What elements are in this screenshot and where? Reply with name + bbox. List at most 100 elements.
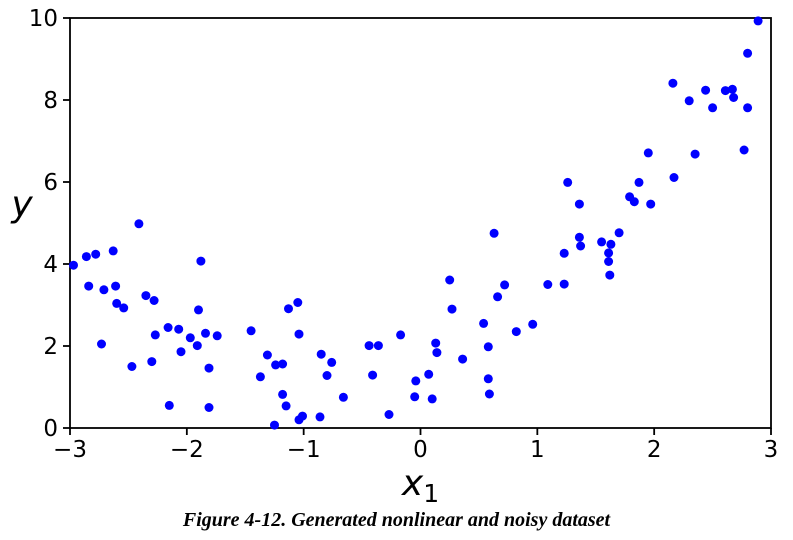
scatter-point (322, 371, 332, 380)
scatter-point (629, 197, 639, 207)
scatter-point (119, 303, 129, 313)
scatter-point (194, 305, 203, 315)
scatter-point (606, 239, 616, 249)
scatter-point (432, 348, 442, 358)
scatter-point (528, 319, 538, 329)
scatter-point (294, 329, 304, 339)
y-tick-label: 0 (43, 416, 58, 442)
scatter-point (69, 260, 78, 270)
scatter-point (563, 177, 573, 187)
scatter-point (204, 363, 214, 373)
scatter-point (574, 232, 584, 242)
scatter-point (315, 412, 325, 422)
scatter-point (559, 279, 569, 289)
scatter-points (69, 16, 763, 430)
scatter-point (111, 281, 121, 291)
scatter-point (411, 376, 421, 386)
scatter-point (669, 173, 679, 182)
scatter-point (643, 148, 653, 158)
x-tick-label: 2 (647, 437, 662, 463)
scatter-point (373, 341, 383, 351)
plot-spines (69, 17, 772, 429)
scatter-point (410, 392, 420, 402)
scatter-point (201, 328, 210, 338)
y-tick-label: 4 (43, 252, 58, 278)
x-tick-label: −2 (170, 437, 204, 463)
scatter-point (149, 296, 159, 305)
scatter-point (458, 354, 468, 364)
scatter-point (278, 389, 288, 399)
scatter-point (447, 304, 457, 314)
scatter-point (543, 280, 553, 289)
scatter-point (246, 326, 256, 336)
figure-caption: Figure 4-12. Generated nonlinear and noi… (182, 509, 611, 531)
x-axis-label: x1 (70, 463, 771, 506)
x-tick-label: −3 (53, 437, 87, 463)
scatter-point (396, 330, 406, 340)
scatter-point (668, 78, 678, 88)
y-axis-label: y (11, 184, 33, 225)
y-tick-label: 10 (29, 6, 58, 32)
scatter-point (97, 339, 106, 349)
scatter-point (338, 392, 348, 402)
scatter-point (99, 285, 109, 295)
scatter-point (384, 410, 394, 419)
scatter-point (192, 341, 202, 351)
scatter-point (743, 103, 753, 113)
y-tick-label: 2 (43, 334, 58, 360)
x-tick-label: −1 (287, 437, 321, 463)
scatter-point (127, 362, 137, 371)
x-axis-tick-labels: −3 −2 −1 0 1 2 3 (53, 437, 778, 463)
scatter-point (729, 93, 739, 102)
scatter-point (576, 241, 586, 251)
scatter-point (164, 400, 174, 410)
scatter-point (271, 360, 281, 370)
scatter-point (634, 177, 644, 187)
scatter-point (364, 341, 374, 351)
scatter-point (196, 256, 206, 266)
scatter-point (445, 275, 455, 285)
scatter-point (684, 96, 694, 106)
scatter-point (81, 252, 91, 262)
scatter-point (281, 401, 291, 411)
scatter-point (739, 145, 749, 155)
scatter-point (614, 228, 624, 238)
y-tick-label: 6 (43, 170, 58, 196)
y-tick-label: 8 (43, 88, 58, 114)
scatter-point (112, 298, 122, 308)
scatter-point (574, 199, 584, 209)
y-axis-ticks (63, 17, 70, 429)
x-tick-label: 0 (413, 437, 428, 463)
scatter-point (431, 338, 441, 348)
scatter-point (701, 85, 711, 95)
scatter-point (141, 291, 151, 301)
scatter-point (605, 270, 615, 280)
scatter-point (708, 103, 718, 113)
scatter-point (753, 16, 763, 26)
scatter-point (134, 219, 144, 229)
scatter-point (424, 369, 434, 379)
scatter-point (489, 228, 499, 238)
scatter-point (185, 333, 195, 343)
scatter-point (720, 86, 730, 96)
scatter-point (270, 420, 279, 430)
x-tick-label: 1 (530, 437, 545, 463)
scatter-point (212, 331, 222, 341)
scatter-point (174, 324, 184, 334)
x-axis-ticks (69, 428, 772, 435)
scatter-point (604, 257, 614, 266)
scatter-point (108, 246, 118, 256)
scatter-plot-canvas: −3 −2 −1 0 1 2 3 0 2 4 6 8 10 (29, 6, 779, 463)
scatter-point (511, 327, 521, 337)
scatter-point (176, 347, 186, 357)
scatter-point (479, 318, 489, 328)
scatter-point (298, 411, 307, 421)
scatter-point (163, 323, 173, 332)
x-tick-label: 3 (764, 437, 779, 463)
scatter-point (559, 248, 569, 258)
scatter-point (427, 394, 437, 404)
scatter-point (646, 199, 656, 209)
scatter-point (327, 357, 337, 367)
scatter-point (316, 349, 326, 359)
